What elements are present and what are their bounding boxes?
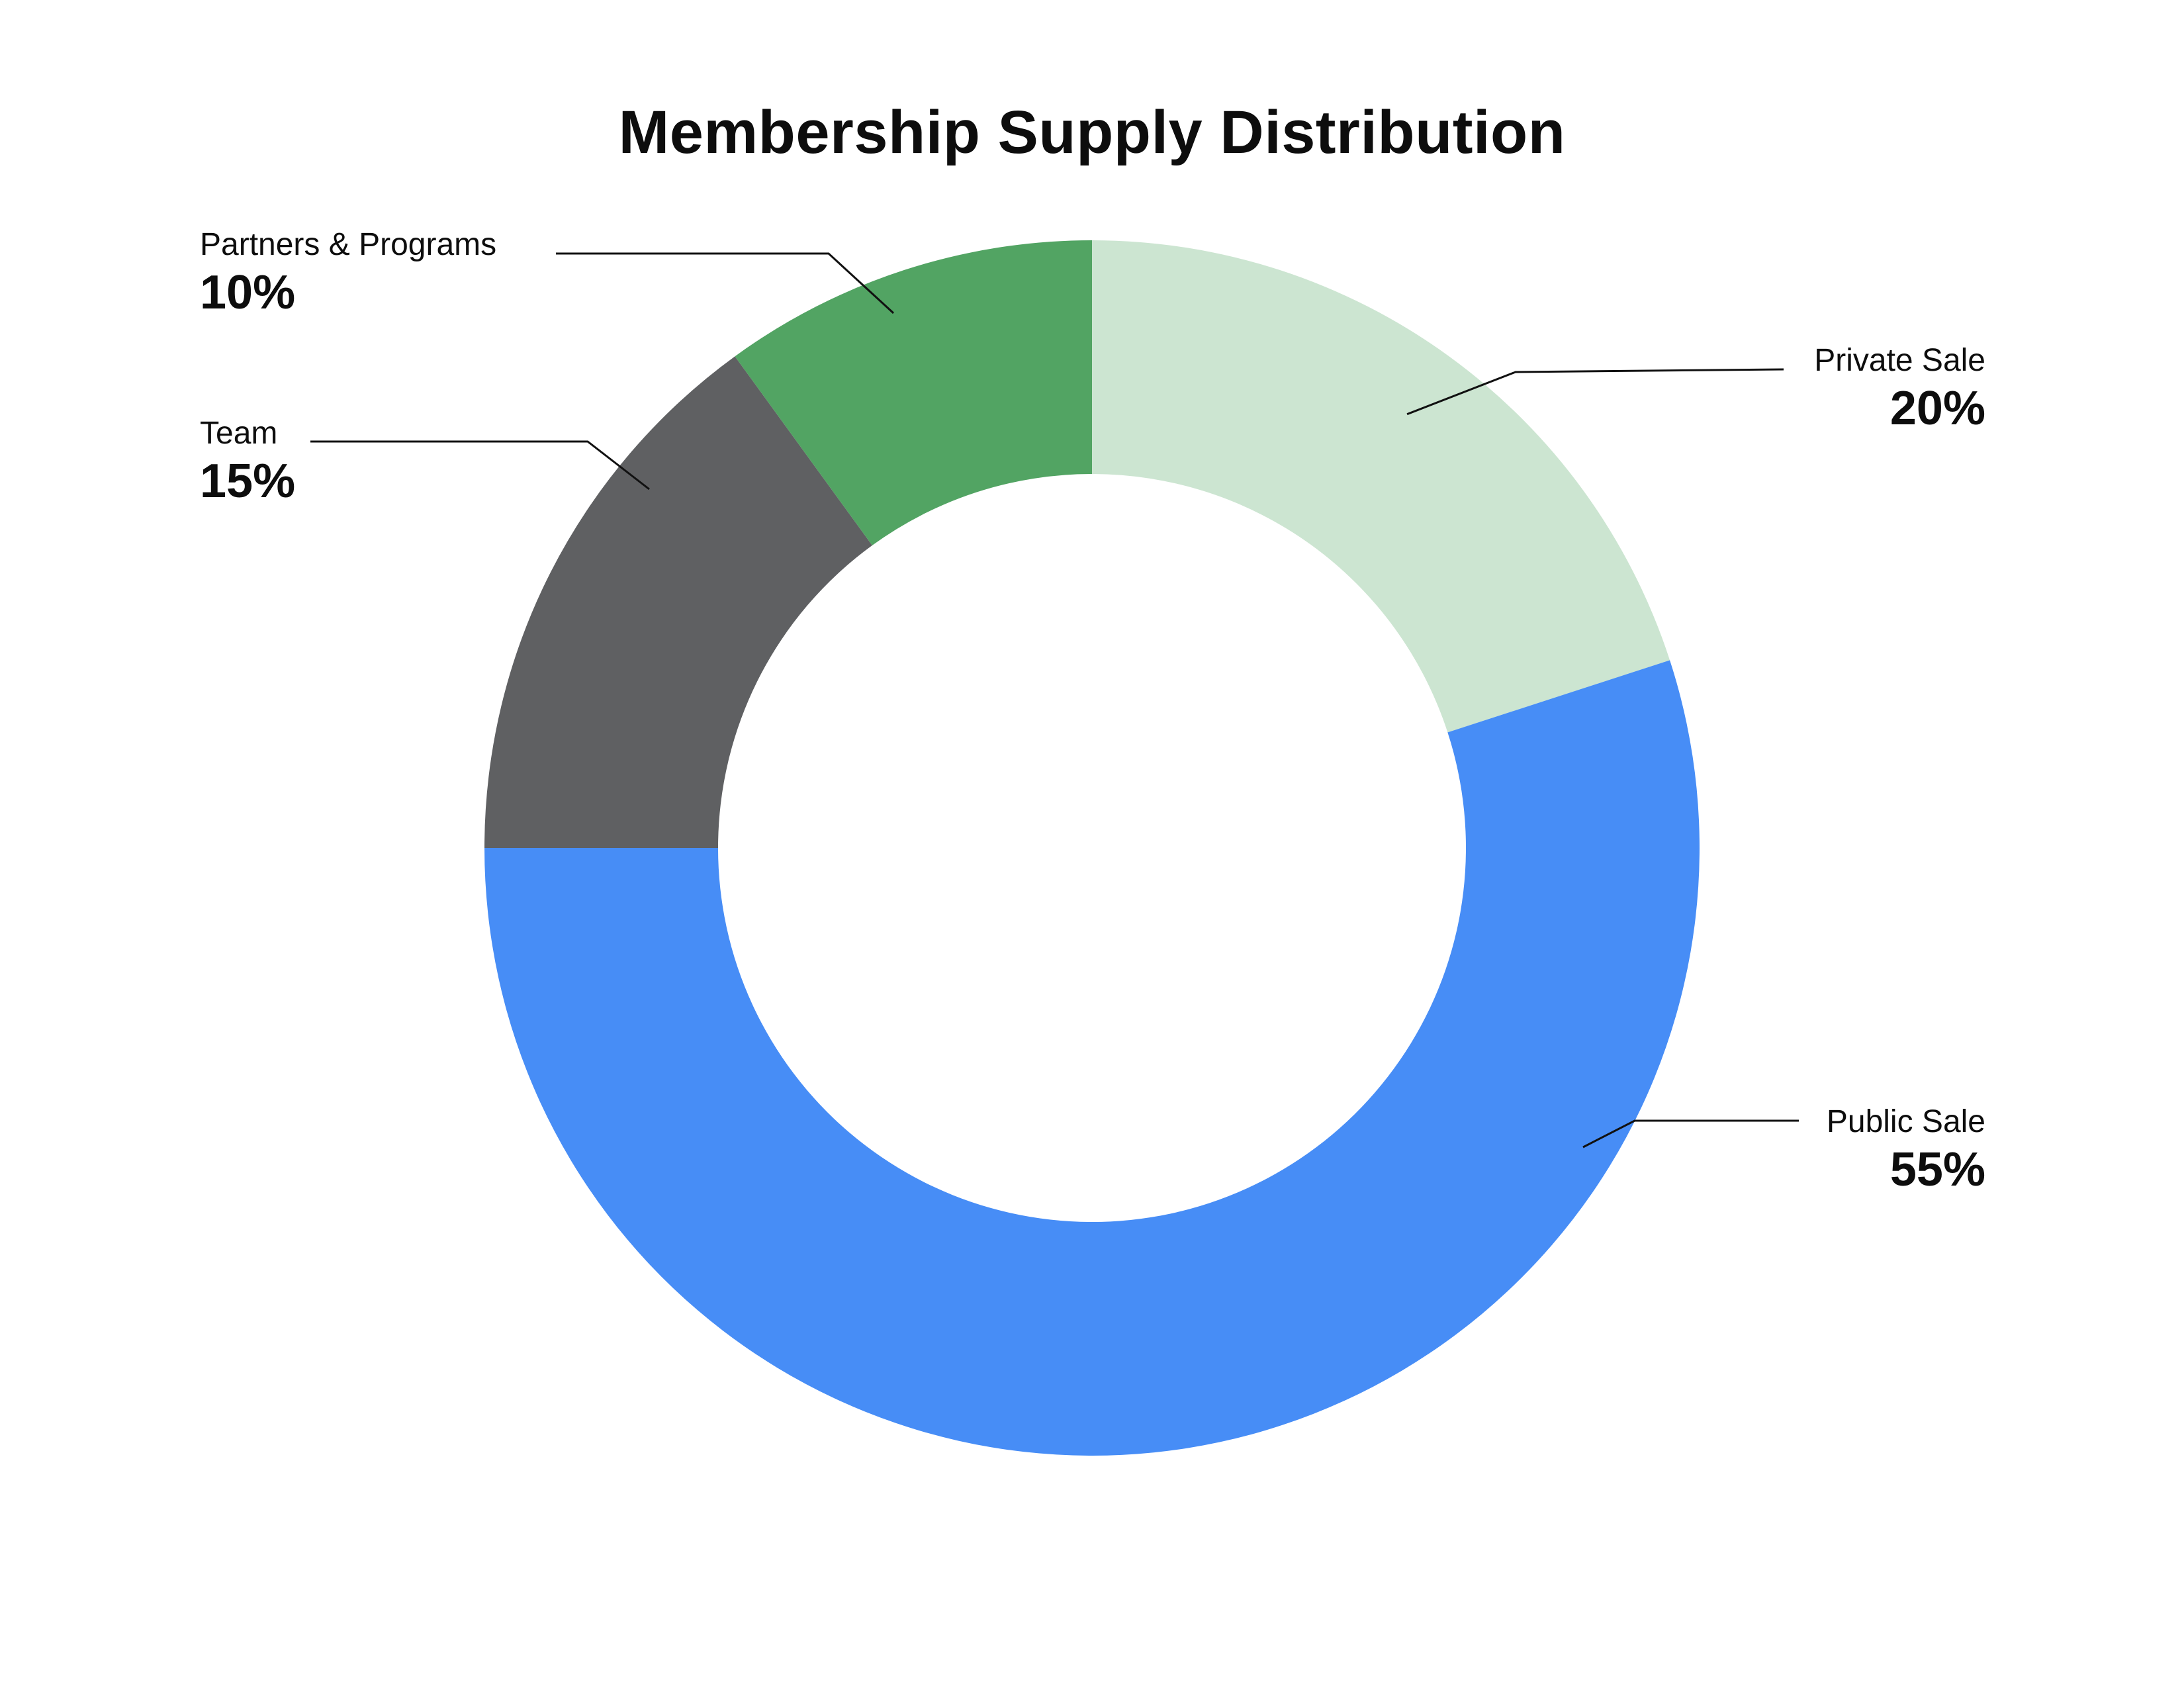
slice-value-partners-programs: 10% [200,266,296,319]
slice-label-team: Team [200,416,278,451]
slice-label-partners-programs: Partners & Programs [200,227,497,262]
slice-public-sale [484,660,1700,1456]
leader-line-partners-programs [556,252,895,314]
slice-label-private-sale: Private Sale [1814,343,1985,378]
leader-line-team [310,440,650,491]
leader-line-private-sale [1406,368,1784,416]
slice-label-public-sale: Public Sale [1826,1104,1985,1139]
chart-title: Membership Supply Distribution [618,99,1566,166]
leader-line-public-sale [1582,1119,1799,1149]
callout-private-sale: Private Sale 20% [1814,341,1985,435]
slice-partners-programs [735,240,1092,545]
callout-partners-programs: Partners & Programs 10% [200,225,496,319]
callout-team: Team 15% [200,414,295,508]
callout-public-sale: Public Sale 55% [1827,1102,1985,1196]
slice-value-private-sale: 20% [1889,382,1985,435]
slice-value-public-sale: 55% [1889,1143,1985,1196]
slice-value-team: 15% [200,455,296,508]
slice-team [484,356,872,848]
slice-private-sale [1092,240,1670,733]
